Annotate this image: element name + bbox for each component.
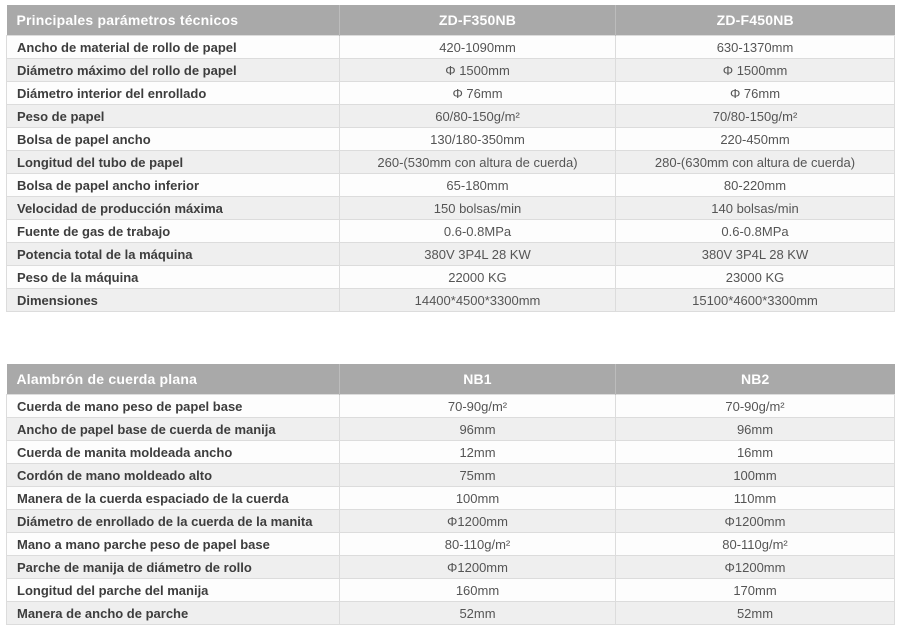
table-row: Diámetro de enrollado de la cuerda de la… <box>6 509 895 533</box>
row-value-2: 16mm <box>615 440 895 464</box>
row-value-2: 280-(630mm con altura de cuerda) <box>615 150 895 174</box>
column-header-model-2: NB2 <box>615 364 895 395</box>
spec-table-principales-parametros: Principales parámetros técnicos ZD-F350N… <box>6 5 895 312</box>
row-value-2: 380V 3P4L 28 KW <box>615 242 895 266</box>
table-row: Dimensiones 14400*4500*3300mm 15100*4600*3… <box>6 288 895 312</box>
column-header-model-1: ZD-F350NB <box>339 5 616 36</box>
row-value-1: 75mm <box>339 463 616 487</box>
row-label: Dimensiones <box>6 288 340 312</box>
table-row: Velocidad de producción máxima 150 bolsas… <box>6 196 895 220</box>
row-label: Diámetro interior del enrollado <box>6 81 340 105</box>
row-label: Cuerda de mano peso de papel base <box>6 394 340 418</box>
spec-table-alambron-cuerda: Alambrón de cuerda plana NB1 NB2 Cuerda … <box>6 364 895 625</box>
table-header-row: Alambrón de cuerda plana NB1 NB2 <box>6 364 895 395</box>
row-label: Bolsa de papel ancho <box>6 127 340 151</box>
row-value-2: 220-450mm <box>615 127 895 151</box>
row-value-2: Φ 1500mm <box>615 58 895 82</box>
row-value-1: Φ 1500mm <box>339 58 616 82</box>
row-value-2: 80-220mm <box>615 173 895 197</box>
row-value-1: 70-90g/m² <box>339 394 616 418</box>
row-label: Mano a mano parche peso de papel base <box>6 532 340 556</box>
row-value-2: Φ 76mm <box>615 81 895 105</box>
row-label: Fuente de gas de trabajo <box>6 219 340 243</box>
table-title: Principales parámetros técnicos <box>6 5 340 36</box>
row-value-1: 65-180mm <box>339 173 616 197</box>
row-value-1: 420-1090mm <box>339 35 616 59</box>
table-row: Diámetro máximo del rollo de papel Φ 1500… <box>6 58 895 82</box>
row-value-1: 52mm <box>339 601 616 625</box>
row-label: Manera de ancho de parche <box>6 601 340 625</box>
row-label: Ancho de material de rollo de papel <box>6 35 340 59</box>
row-value-2: 0.6-0.8MPa <box>615 219 895 243</box>
row-value-2: 52mm <box>615 601 895 625</box>
row-label: Ancho de papel base de cuerda de manija <box>6 417 340 441</box>
row-label: Bolsa de papel ancho inferior <box>6 173 340 197</box>
row-value-1: 100mm <box>339 486 616 510</box>
row-label: Parche de manija de diámetro de rollo <box>6 555 340 579</box>
table-row: Ancho de papel base de cuerda de manija 9… <box>6 417 895 441</box>
row-value-2: 80-110g/m² <box>615 532 895 556</box>
row-value-2: 70-90g/m² <box>615 394 895 418</box>
row-value-1: 14400*4500*3300mm <box>339 288 616 312</box>
row-label: Peso de papel <box>6 104 340 128</box>
table-title: Alambrón de cuerda plana <box>6 364 340 395</box>
table-row: Bolsa de papel ancho 130/180-350mm 220-450… <box>6 127 895 151</box>
table-row: Mano a mano parche peso de papel base 80-… <box>6 532 895 556</box>
table-row: Peso de papel 60/80-150g/m² 70/80-150g/m² <box>6 104 895 128</box>
table-row: Longitud del parche del manija 160mm 170mm <box>6 578 895 602</box>
table-row: Manera de la cuerda espaciado de la cuer… <box>6 486 895 510</box>
row-value-1: 380V 3P4L 28 KW <box>339 242 616 266</box>
table-row: Bolsa de papel ancho inferior 65-180mm 80-… <box>6 173 895 197</box>
row-value-1: 60/80-150g/m² <box>339 104 616 128</box>
row-label: Potencia total de la máquina <box>6 242 340 266</box>
table-row: Peso de la máquina 22000 KG 23000 KG <box>6 265 895 289</box>
row-value-2: 70/80-150g/m² <box>615 104 895 128</box>
row-value-1: 0.6-0.8MPa <box>339 219 616 243</box>
row-value-1: 96mm <box>339 417 616 441</box>
row-label: Cordón de mano moldeado alto <box>6 463 340 487</box>
row-label: Cuerda de manita moldeada ancho <box>6 440 340 464</box>
row-label: Longitud del parche del manija <box>6 578 340 602</box>
row-value-2: Φ1200mm <box>615 509 895 533</box>
row-value-1: Φ1200mm <box>339 509 616 533</box>
row-label: Velocidad de producción máxima <box>6 196 340 220</box>
row-value-1: Φ1200mm <box>339 555 616 579</box>
table-row: Ancho de material de rollo de papel 420-1… <box>6 35 895 59</box>
row-value-2: Φ1200mm <box>615 555 895 579</box>
row-value-2: 110mm <box>615 486 895 510</box>
table-row: Cuerda de manita moldeada ancho 12mm 16mm <box>6 440 895 464</box>
table-row: Parche de manija de diámetro de rollo Φ12… <box>6 555 895 579</box>
row-label: Peso de la máquina <box>6 265 340 289</box>
row-value-1: 22000 KG <box>339 265 616 289</box>
row-label: Manera de la cuerda espaciado de la cuer… <box>6 486 340 510</box>
table-row: Longitud del tubo de papel 260-(530mm con… <box>6 150 895 174</box>
column-header-model-2: ZD-F450NB <box>615 5 895 36</box>
row-label: Longitud del tubo de papel <box>6 150 340 174</box>
table-row: Fuente de gas de trabajo 0.6-0.8MPa 0.6-0.… <box>6 219 895 243</box>
row-value-1: 80-110g/m² <box>339 532 616 556</box>
row-value-2: 23000 KG <box>615 265 895 289</box>
row-value-2: 630-1370mm <box>615 35 895 59</box>
row-value-1: 260-(530mm con altura de cuerda) <box>339 150 616 174</box>
column-header-model-1: NB1 <box>339 364 616 395</box>
table-row: Potencia total de la máquina 380V 3P4L 28… <box>6 242 895 266</box>
row-value-2: 15100*4600*3300mm <box>615 288 895 312</box>
table-row: Diámetro interior del enrollado Φ 76mm Φ 7… <box>6 81 895 105</box>
row-value-1: Φ 76mm <box>339 81 616 105</box>
row-value-1: 150 bolsas/min <box>339 196 616 220</box>
row-value-1: 130/180-350mm <box>339 127 616 151</box>
row-value-2: 100mm <box>615 463 895 487</box>
table-row: Manera de ancho de parche 52mm 52mm <box>6 601 895 625</box>
row-value-2: 96mm <box>615 417 895 441</box>
row-value-1: 12mm <box>339 440 616 464</box>
row-value-2: 140 bolsas/min <box>615 196 895 220</box>
row-value-2: 170mm <box>615 578 895 602</box>
row-value-1: 160mm <box>339 578 616 602</box>
table-header-row: Principales parámetros técnicos ZD-F350N… <box>6 5 895 36</box>
table-row: Cordón de mano moldeado alto 75mm 100mm <box>6 463 895 487</box>
row-label: Diámetro de enrollado de la cuerda de la… <box>6 509 340 533</box>
row-label: Diámetro máximo del rollo de papel <box>6 58 340 82</box>
table-row: Cuerda de mano peso de papel base 70-90g/… <box>6 394 895 418</box>
